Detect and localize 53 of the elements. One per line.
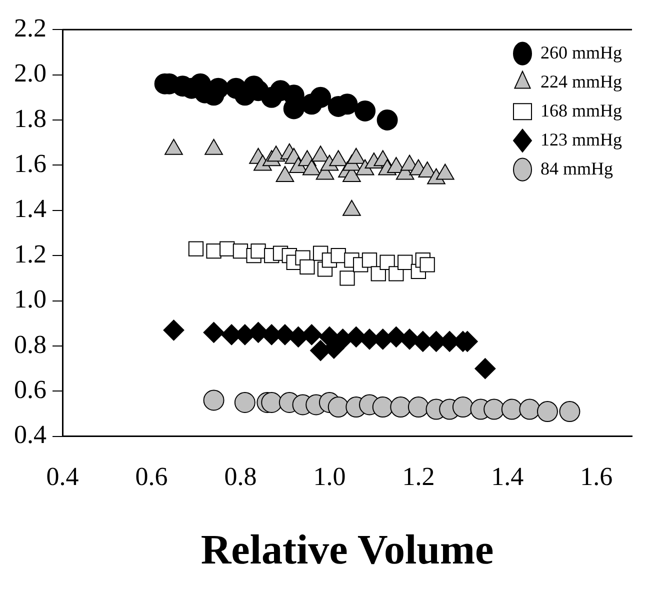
point [310, 86, 332, 108]
y-tick-label: 1.0 [14, 284, 46, 314]
point [328, 396, 349, 418]
point [261, 392, 282, 413]
point [501, 398, 522, 420]
y-tick-label: 1.8 [14, 104, 46, 133]
x-axis-title: Relative Volume [200, 528, 494, 574]
x-tick-label: 0.6 [135, 462, 168, 491]
y-tick-label: 0.8 [14, 330, 46, 359]
point [220, 241, 235, 256]
y-tick-label: 2.0 [14, 58, 46, 88]
point [250, 244, 266, 259]
point [519, 398, 540, 420]
point [234, 392, 256, 413]
point [188, 241, 204, 256]
point [203, 322, 224, 343]
x-tick-label: 1.6 [580, 462, 613, 491]
x-tick-label: 1.2 [402, 462, 435, 491]
point [354, 100, 376, 122]
point [300, 259, 315, 274]
point [372, 396, 394, 418]
y-tick-label: 1.6 [14, 149, 46, 178]
legend-label: 123 mmHg [540, 129, 622, 150]
point [390, 396, 412, 418]
x-tick-label: 1.4 [491, 462, 524, 491]
point [340, 270, 355, 286]
legend-label: 224 mmHg [540, 71, 622, 92]
point [163, 320, 184, 341]
x-tick-label: 1.0 [313, 462, 346, 491]
y-tick-label: 1.4 [14, 194, 46, 224]
y-tick-label: 1.2 [14, 239, 46, 268]
point [408, 396, 429, 418]
point [380, 254, 395, 270]
point [559, 401, 580, 422]
point [536, 401, 558, 422]
point [420, 257, 435, 272]
legend-label: 84 mmHg [540, 158, 614, 178]
y-tick-label: 0.6 [14, 375, 46, 404]
legend-label: 260 mmHg [540, 42, 622, 62]
point [388, 266, 404, 282]
point [452, 396, 474, 418]
point [370, 266, 386, 282]
point [484, 398, 505, 420]
point [203, 390, 224, 411]
y-tick-label: 2.2 [14, 13, 46, 42]
point [474, 358, 496, 380]
point [376, 110, 398, 130]
x-tick-label: 0.4 [46, 462, 79, 491]
y-tick-label: 0.4 [14, 420, 46, 450]
legend-label: 168 mmHg [540, 100, 622, 120]
point [362, 252, 378, 268]
point [398, 254, 413, 270]
x-tick-label: 0.8 [224, 462, 257, 491]
